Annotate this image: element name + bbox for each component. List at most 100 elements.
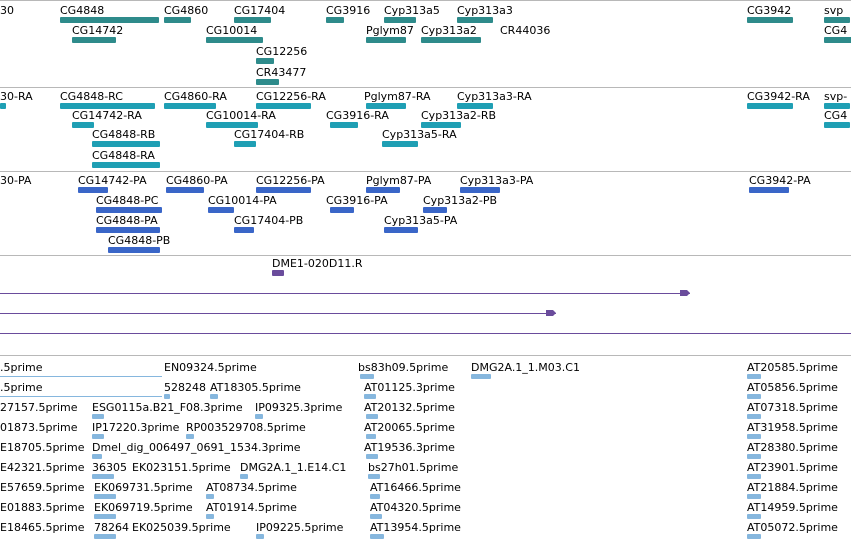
feature-glyph-at31958-5prime[interactable] bbox=[747, 434, 761, 439]
feature-label-rp003529708-5prime[interactable]: RP003529708.5prime bbox=[186, 421, 306, 434]
feature-label-cg4848-rc[interactable]: CG4848-RC bbox=[60, 90, 123, 103]
clone-alignment-line[interactable] bbox=[0, 313, 556, 314]
feature-glyph-cyp313a3-pa[interactable] bbox=[460, 187, 500, 193]
feature-glyph-dme1-020d11-r[interactable] bbox=[272, 270, 284, 276]
feature-label-cg3916-ra[interactable]: CG3916-RA bbox=[326, 109, 389, 122]
feature-label-svp[interactable]: svp- bbox=[824, 90, 848, 103]
feature-glyph-30-ra[interactable] bbox=[0, 103, 6, 109]
feature-label-cg3942[interactable]: CG3942 bbox=[747, 4, 792, 17]
feature-label-at21884-5prime[interactable]: AT21884.5prime bbox=[747, 481, 838, 494]
feature-label-cyp313a2-pb[interactable]: Cyp313a2-PB bbox=[423, 194, 498, 207]
feature-label-dmel-dig-006497-0691-1534-3prime[interactable]: Dmel_dig_006497_0691_1534.3prime bbox=[92, 441, 301, 454]
est-alignment-line[interactable] bbox=[0, 376, 162, 377]
feature-label-36305[interactable]: 36305 bbox=[92, 461, 127, 474]
feature-label-30-ra[interactable]: 30-RA bbox=[0, 90, 33, 103]
feature-label-at20132-5prime[interactable]: AT20132.5prime bbox=[364, 401, 455, 414]
feature-glyph-cyp313a5[interactable] bbox=[384, 17, 416, 23]
feature-label-cg12256-ra[interactable]: CG12256-RA bbox=[256, 90, 326, 103]
feature-label-at01125-3prime[interactable]: AT01125.3prime bbox=[364, 381, 455, 394]
feature-label-cr44036[interactable]: CR44036 bbox=[500, 24, 551, 37]
feature-label-dmg2a-1-1-e14-c1[interactable]: DMG2A.1_1.E14.C1 bbox=[240, 461, 347, 474]
feature-glyph-cg10014[interactable] bbox=[206, 37, 263, 43]
feature-label-cg12256[interactable]: CG12256 bbox=[256, 45, 308, 58]
feature-glyph-at19536-3prime[interactable] bbox=[366, 454, 378, 459]
feature-glyph-cg4848-pa[interactable] bbox=[96, 227, 160, 233]
feature-glyph-cg4848-rc[interactable] bbox=[60, 103, 155, 109]
feature-label-cyp313a3-ra[interactable]: Cyp313a3-RA bbox=[457, 90, 532, 103]
feature-glyph-cg4848-ra[interactable] bbox=[92, 162, 160, 168]
feature-label-cg17404-pb[interactable]: CG17404-PB bbox=[234, 214, 304, 227]
feature-label-cyp313a5[interactable]: Cyp313a5 bbox=[384, 4, 440, 17]
feature-label-pglym87-pa[interactable]: Pglym87-PA bbox=[366, 174, 432, 187]
feature-glyph-at20585-5prime[interactable] bbox=[747, 374, 761, 379]
feature-label-pglym87[interactable]: Pglym87 bbox=[366, 24, 414, 37]
feature-label-ek069719-5prime[interactable]: EK069719.5prime bbox=[94, 501, 193, 514]
feature-label-at05072-5prime[interactable]: AT05072.5prime bbox=[747, 521, 838, 534]
feature-label-ek069731-5prime[interactable]: EK069731.5prime bbox=[94, 481, 193, 494]
feature-glyph-cg4860[interactable] bbox=[164, 17, 191, 23]
feature-label-at23901-5prime[interactable]: AT23901.5prime bbox=[747, 461, 838, 474]
feature-label-cyp313a2-rb[interactable]: Cyp313a2-RB bbox=[421, 109, 497, 122]
feature-label-ip09225-5prime[interactable]: IP09225.5prime bbox=[256, 521, 344, 534]
feature-label-ek023151-5prime[interactable]: EK023151.5prime bbox=[132, 461, 231, 474]
feature-glyph-cg17404[interactable] bbox=[234, 17, 271, 23]
feature-glyph-dmg2a-1-1-m03-c1[interactable] bbox=[471, 374, 491, 379]
feature-glyph-at04320-5prime[interactable] bbox=[370, 514, 382, 519]
feature-glyph-bs27h01-5prime[interactable] bbox=[368, 474, 380, 479]
feature-glyph-cg12256-ra[interactable] bbox=[256, 103, 311, 109]
feature-label-cg10014[interactable]: CG10014 bbox=[206, 24, 258, 37]
feature-glyph-cg3916[interactable] bbox=[326, 17, 344, 23]
feature-label-en09324-5prime[interactable]: EN09324.5prime bbox=[164, 361, 257, 374]
feature-label-30[interactable]: 30 bbox=[0, 4, 14, 17]
feature-glyph-at01914-5prime[interactable] bbox=[206, 514, 214, 519]
feature-label-at04320-5prime[interactable]: AT04320.5prime bbox=[370, 501, 461, 514]
feature-label-ip17220-3prime[interactable]: IP17220.3prime bbox=[92, 421, 180, 434]
feature-glyph-cyp313a5-ra[interactable] bbox=[382, 141, 418, 147]
clone-end-arrow-icon[interactable] bbox=[546, 310, 556, 316]
feature-label-cyp313a3-pa[interactable]: Cyp313a3-PA bbox=[460, 174, 534, 187]
feature-glyph-cyp313a5-pa[interactable] bbox=[384, 227, 418, 233]
feature-glyph-cg3942[interactable] bbox=[747, 17, 793, 23]
feature-glyph-at05856-5prime[interactable] bbox=[747, 394, 761, 399]
feature-label-5prime[interactable]: .5prime bbox=[0, 361, 43, 374]
feature-glyph-cg3942-ra[interactable] bbox=[747, 103, 793, 109]
feature-label-cg14742[interactable]: CG14742 bbox=[72, 24, 124, 37]
feature-label-5prime[interactable]: .5prime bbox=[0, 381, 43, 394]
feature-label-cg4848[interactable]: CG4848 bbox=[60, 4, 105, 17]
feature-glyph-at07318-5prime[interactable] bbox=[747, 414, 761, 419]
feature-label-bs83h09-5prime[interactable]: bs83h09.5prime bbox=[358, 361, 449, 374]
feature-glyph-cg4848-pc[interactable] bbox=[96, 207, 162, 213]
feature-glyph-at16466-5prime[interactable] bbox=[370, 494, 380, 499]
est-alignment-line[interactable] bbox=[0, 396, 162, 397]
feature-label-at20585-5prime[interactable]: AT20585.5prime bbox=[747, 361, 838, 374]
feature-glyph-at08734-5prime[interactable] bbox=[206, 494, 214, 499]
feature-glyph-at13954-5prime[interactable] bbox=[370, 534, 384, 539]
feature-label-cg4[interactable]: CG4 bbox=[824, 109, 848, 122]
feature-glyph-ek069719-5prime[interactable] bbox=[94, 514, 116, 519]
feature-label-at16466-5prime[interactable]: AT16466.5prime bbox=[370, 481, 461, 494]
feature-label-cyp313a2[interactable]: Cyp313a2 bbox=[421, 24, 477, 37]
feature-glyph-cg10014-pa[interactable] bbox=[208, 207, 234, 213]
feature-label-bs27h01-5prime[interactable]: bs27h01.5prime bbox=[368, 461, 459, 474]
feature-glyph-pglym87[interactable] bbox=[366, 37, 406, 43]
feature-glyph-at14959-5prime[interactable] bbox=[747, 514, 761, 519]
feature-label-cyp313a5-ra[interactable]: Cyp313a5-RA bbox=[382, 128, 457, 141]
feature-label-pglym87-ra[interactable]: Pglym87-RA bbox=[364, 90, 431, 103]
feature-glyph-cg3942-pa[interactable] bbox=[749, 187, 789, 193]
feature-glyph-at05072-5prime[interactable] bbox=[747, 534, 761, 539]
feature-label-cg4860-pa[interactable]: CG4860-PA bbox=[166, 174, 228, 187]
feature-label-at20065-5prime[interactable]: AT20065.5prime bbox=[364, 421, 455, 434]
feature-label-at14959-5prime[interactable]: AT14959.5prime bbox=[747, 501, 838, 514]
feature-glyph-esg0115a-b21-f08-3prime[interactable] bbox=[92, 414, 104, 419]
feature-label-at01914-5prime[interactable]: AT01914.5prime bbox=[206, 501, 297, 514]
feature-glyph-cg3916-pa[interactable] bbox=[330, 207, 354, 213]
feature-label-esg0115a-b21-f08-3prime[interactable]: ESG0115a.B21_F08.3prime bbox=[92, 401, 243, 414]
feature-glyph-rp003529708-5prime[interactable] bbox=[186, 434, 194, 439]
clone-end-arrow-icon[interactable] bbox=[680, 290, 690, 296]
feature-label-e18465-5prime[interactable]: E18465.5prime bbox=[0, 521, 85, 534]
feature-glyph-svp[interactable] bbox=[824, 17, 850, 23]
feature-glyph-svp[interactable] bbox=[824, 103, 850, 109]
feature-glyph-cg12256[interactable] bbox=[256, 58, 274, 64]
feature-label-at13954-5prime[interactable]: AT13954.5prime bbox=[370, 521, 461, 534]
feature-label-78264[interactable]: 78264 bbox=[94, 521, 129, 534]
